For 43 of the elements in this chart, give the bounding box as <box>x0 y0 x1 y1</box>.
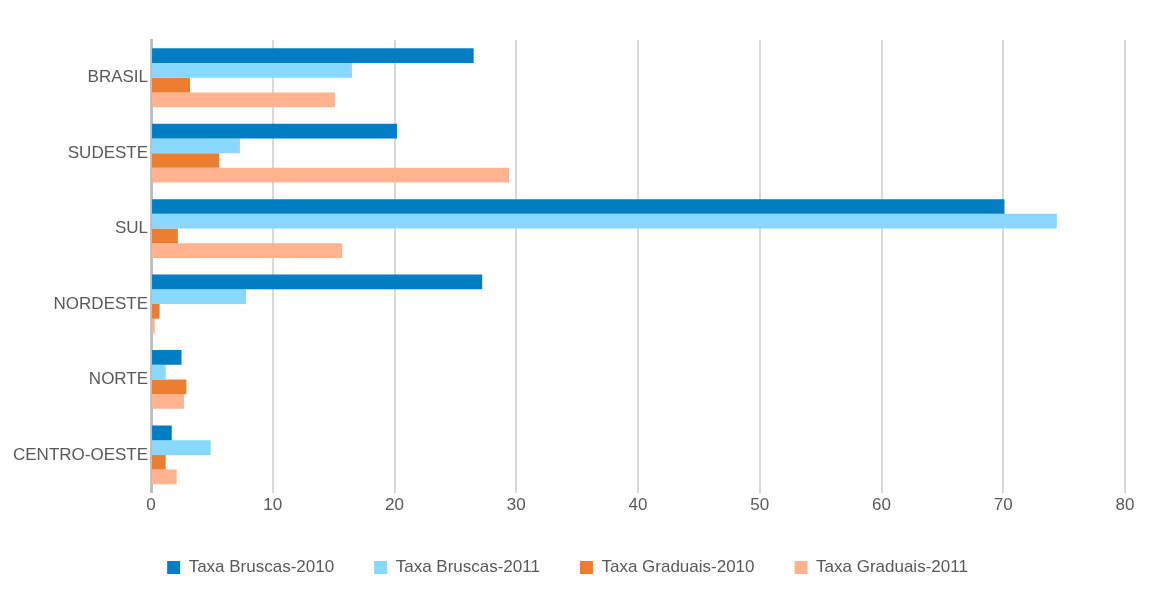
bar <box>152 138 240 154</box>
x-tick-label: 30 <box>506 495 526 515</box>
x-tick-label: 0 <box>146 495 156 515</box>
x-tick-label: 20 <box>385 495 405 515</box>
bar <box>152 394 184 409</box>
x-tick-label: 60 <box>872 495 891 515</box>
bar <box>152 153 220 168</box>
legend-label: Taxa Graduais-2010 <box>601 557 755 577</box>
bar <box>152 304 160 319</box>
x-tick-label: 80 <box>1115 495 1135 515</box>
bar <box>152 63 352 78</box>
bar <box>152 454 166 470</box>
bar <box>152 289 247 305</box>
legend-label: Taxa Graduais-2011 <box>816 557 968 577</box>
legend-label: Taxa Bruscas-2011 <box>395 557 540 577</box>
bar <box>152 379 187 395</box>
x-tick-label: 50 <box>750 495 770 515</box>
bar <box>152 92 335 108</box>
bar <box>152 440 211 455</box>
bar <box>152 199 1005 214</box>
bar <box>152 213 1057 229</box>
bar <box>152 350 182 365</box>
bar <box>152 243 343 258</box>
legend-label: Taxa Bruscas-2010 <box>188 557 335 577</box>
bar <box>152 123 397 139</box>
y-tick-label: NORDESTE <box>53 293 149 313</box>
bar <box>152 274 483 290</box>
y-tick-label: NORTE <box>88 369 149 389</box>
bar <box>152 318 155 334</box>
x-tick-label: 40 <box>628 495 648 515</box>
y-tick-label: BRASIL <box>87 67 149 87</box>
y-tick-label: SUL <box>114 218 149 238</box>
x-tick-label: 70 <box>993 495 1013 515</box>
x-tick-label: 10 <box>263 495 283 515</box>
bar <box>152 228 178 244</box>
bar <box>152 77 191 93</box>
bar <box>152 469 177 485</box>
y-tick-label: CENTRO-OESTE <box>13 444 149 464</box>
bar <box>152 167 509 183</box>
y-tick-label: SUDESTE <box>67 142 149 162</box>
bar <box>152 364 166 380</box>
bar <box>152 425 172 441</box>
bar <box>152 48 474 64</box>
